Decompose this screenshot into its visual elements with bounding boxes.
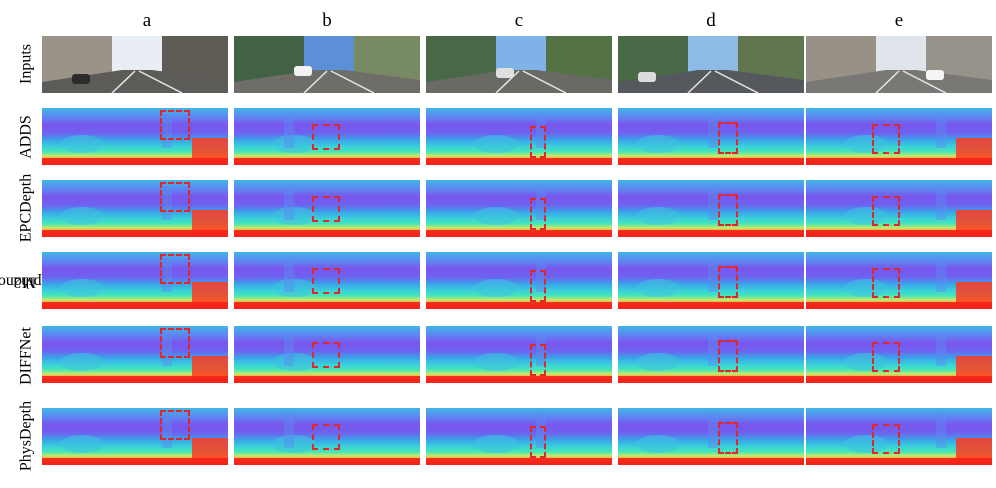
depth-map-b-row-4 [234, 326, 420, 383]
highlight-box-c-row-2 [530, 198, 546, 230]
highlight-box-d-row-2 [718, 194, 738, 226]
depth-map-b-row-5 [234, 408, 420, 465]
depth-map-c-row-3 [426, 252, 612, 309]
column-header-b: b [322, 10, 332, 31]
input-image-e-row-0 [806, 36, 992, 93]
highlight-box-e-row-3 [872, 268, 900, 298]
highlight-box-a-row-5 [160, 410, 190, 440]
depth-map-a-row-4 [42, 326, 228, 383]
highlight-box-e-row-5 [872, 424, 900, 454]
highlight-box-b-row-3 [312, 268, 340, 294]
input-image-b-row-0 [234, 36, 420, 93]
depth-map-d-row-4 [618, 326, 804, 383]
depth-map-b-row-1 [234, 108, 420, 165]
depth-map-a-row-1 [42, 108, 228, 165]
depth-map-e-row-3 [806, 252, 992, 309]
highlight-box-b-row-2 [312, 196, 340, 222]
depth-map-e-row-1 [806, 108, 992, 165]
input-image-d-row-0 [618, 36, 804, 93]
highlight-box-d-row-3 [718, 266, 738, 298]
depth-map-b-row-2 [234, 180, 420, 237]
highlight-box-e-row-1 [872, 124, 900, 154]
depth-map-b-row-3 [234, 252, 420, 309]
depth-map-e-row-2 [806, 180, 992, 237]
depth-map-d-row-5 [618, 408, 804, 465]
highlight-box-b-row-4 [312, 342, 340, 368]
highlight-box-a-row-1 [160, 110, 190, 140]
input-image-a-row-0 [42, 36, 228, 93]
highlight-box-b-row-5 [312, 424, 340, 450]
column-header-c: c [514, 10, 524, 31]
depth-map-a-row-5 [42, 408, 228, 465]
depth-map-c-row-1 [426, 108, 612, 165]
highlight-box-b-row-1 [312, 124, 340, 150]
depth-map-d-row-2 [618, 180, 804, 237]
highlight-box-c-row-1 [530, 126, 546, 158]
highlight-box-a-row-4 [160, 328, 190, 358]
depth-map-c-row-5 [426, 408, 612, 465]
depth-map-a-row-2 [42, 180, 228, 237]
highlight-box-e-row-4 [872, 342, 900, 372]
highlight-box-d-row-1 [718, 122, 738, 154]
column-header-e: e [894, 10, 904, 31]
depth-map-c-row-4 [426, 326, 612, 383]
depth-map-d-row-1 [618, 108, 804, 165]
column-header-a: a [142, 10, 152, 31]
highlight-box-a-row-2 [160, 182, 190, 212]
highlight-box-d-row-5 [718, 422, 738, 454]
depth-map-d-row-3 [618, 252, 804, 309]
highlight-box-d-row-4 [718, 340, 738, 372]
column-header-d: d [706, 10, 716, 31]
highlight-box-a-row-3 [160, 254, 190, 284]
highlight-box-c-row-3 [530, 270, 546, 302]
input-image-c-row-0 [426, 36, 612, 93]
highlight-box-c-row-5 [530, 426, 546, 458]
depth-map-e-row-4 [806, 326, 992, 383]
depth-map-a-row-3 [42, 252, 228, 309]
depth-map-e-row-5 [806, 408, 992, 465]
depth-map-c-row-2 [426, 180, 612, 237]
highlight-box-e-row-2 [872, 196, 900, 226]
highlight-box-c-row-4 [530, 344, 546, 376]
